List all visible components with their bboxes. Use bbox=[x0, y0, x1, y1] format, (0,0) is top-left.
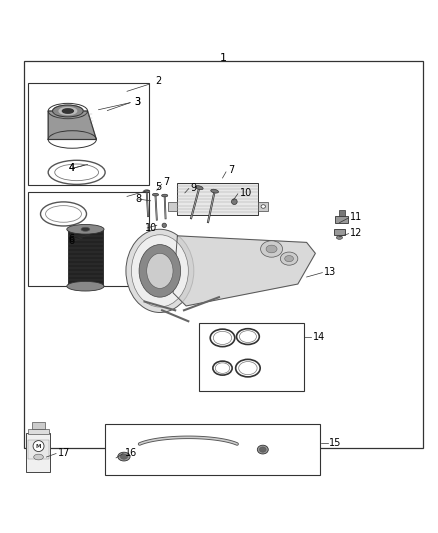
Ellipse shape bbox=[34, 454, 43, 460]
Ellipse shape bbox=[33, 441, 44, 451]
Bar bbox=[177, 183, 258, 215]
Text: 12: 12 bbox=[350, 228, 363, 238]
Text: 3: 3 bbox=[134, 97, 141, 107]
Bar bbox=[32, 423, 45, 430]
Bar bbox=[26, 433, 50, 472]
Bar bbox=[68, 229, 103, 286]
Text: 7: 7 bbox=[163, 177, 170, 188]
Ellipse shape bbox=[336, 236, 343, 239]
Polygon shape bbox=[48, 111, 96, 140]
Text: 17: 17 bbox=[58, 448, 71, 458]
Text: 8: 8 bbox=[136, 193, 142, 204]
Text: 5: 5 bbox=[155, 182, 162, 192]
Ellipse shape bbox=[53, 105, 83, 117]
Ellipse shape bbox=[139, 245, 180, 297]
Ellipse shape bbox=[144, 190, 150, 192]
Ellipse shape bbox=[266, 245, 277, 253]
Ellipse shape bbox=[67, 281, 104, 291]
Bar bbox=[28, 83, 149, 185]
Ellipse shape bbox=[261, 205, 265, 208]
Ellipse shape bbox=[126, 229, 194, 312]
Ellipse shape bbox=[81, 227, 90, 231]
Bar bbox=[105, 424, 320, 474]
Text: 4: 4 bbox=[69, 164, 75, 173]
Ellipse shape bbox=[62, 109, 73, 113]
Ellipse shape bbox=[261, 241, 283, 257]
Ellipse shape bbox=[257, 445, 268, 454]
Ellipse shape bbox=[259, 447, 266, 452]
Text: 7: 7 bbox=[228, 165, 234, 175]
Text: 11: 11 bbox=[350, 212, 363, 222]
Ellipse shape bbox=[59, 108, 77, 115]
Text: 9: 9 bbox=[191, 183, 197, 192]
Text: 10: 10 bbox=[145, 223, 157, 233]
Text: 4: 4 bbox=[69, 164, 75, 173]
Ellipse shape bbox=[280, 252, 298, 265]
Text: 16: 16 bbox=[125, 448, 137, 458]
Text: 10: 10 bbox=[240, 188, 252, 198]
Bar bbox=[24, 61, 423, 448]
Ellipse shape bbox=[285, 255, 293, 262]
Text: 13: 13 bbox=[324, 266, 336, 277]
Ellipse shape bbox=[231, 199, 237, 205]
Text: 2: 2 bbox=[155, 76, 162, 86]
Ellipse shape bbox=[162, 223, 166, 228]
Ellipse shape bbox=[67, 224, 104, 234]
Bar bbox=[168, 201, 177, 211]
Bar bbox=[334, 229, 345, 235]
Text: M: M bbox=[36, 443, 41, 449]
Ellipse shape bbox=[147, 253, 173, 288]
Bar bbox=[28, 440, 49, 459]
Bar bbox=[258, 201, 268, 211]
Polygon shape bbox=[173, 236, 315, 306]
Text: 15: 15 bbox=[329, 438, 342, 448]
Bar bbox=[339, 211, 345, 216]
Text: 3: 3 bbox=[134, 97, 141, 107]
Bar bbox=[335, 216, 348, 223]
Text: 6: 6 bbox=[69, 235, 75, 244]
Ellipse shape bbox=[195, 185, 203, 190]
Bar bbox=[28, 192, 149, 286]
Text: 1: 1 bbox=[220, 53, 227, 62]
Ellipse shape bbox=[211, 189, 219, 193]
Text: 14: 14 bbox=[313, 333, 325, 343]
Ellipse shape bbox=[131, 235, 188, 307]
Ellipse shape bbox=[152, 193, 159, 196]
Ellipse shape bbox=[120, 454, 127, 459]
Ellipse shape bbox=[162, 194, 168, 197]
Bar bbox=[28, 429, 49, 434]
Text: 6: 6 bbox=[69, 236, 75, 246]
Ellipse shape bbox=[118, 452, 130, 461]
Bar bbox=[199, 324, 304, 391]
